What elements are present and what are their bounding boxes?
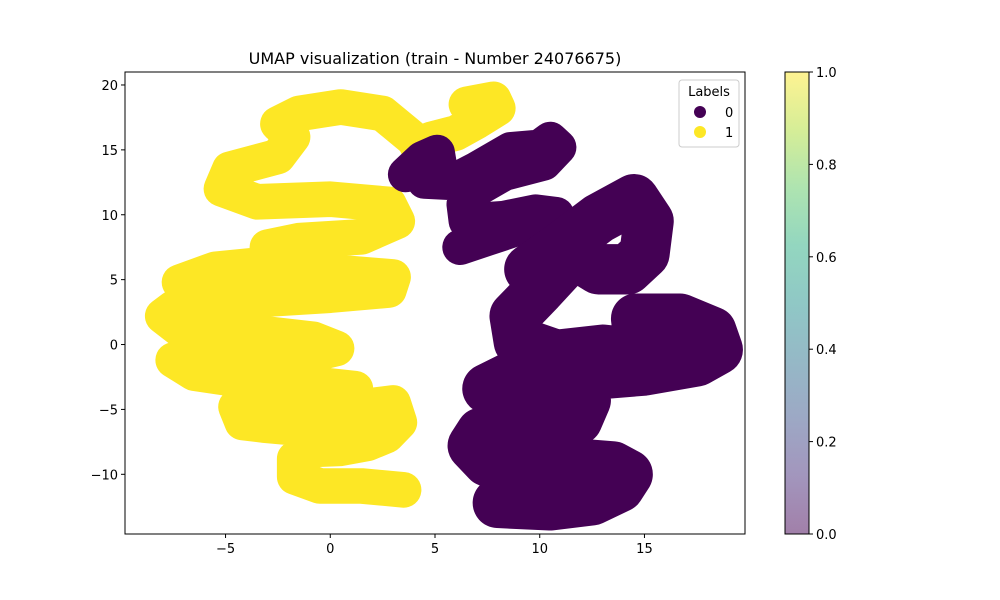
- legend-title: Labels: [688, 85, 730, 100]
- y-tick-label: 5: [110, 274, 118, 289]
- series-0-cluster-1: [387, 121, 577, 265]
- y-tick-label: −5: [99, 403, 118, 418]
- colorbar-frame: [784, 71, 810, 535]
- y-tick-label: 0: [110, 339, 118, 354]
- y-tick-label: −10: [91, 468, 118, 483]
- chart-title: UMAP visualization (train - Number 24076…: [249, 49, 622, 68]
- x-tick-label: 0: [326, 542, 334, 557]
- y-tick-label: 15: [101, 144, 118, 159]
- colorbar-tick-label: 0.6: [816, 251, 837, 266]
- y-axis: −10 −5 0 5 10 15 20: [91, 79, 125, 483]
- colorbar-tick-label: 0.8: [816, 158, 837, 173]
- colorbar-tick-label: 1.0: [816, 66, 837, 81]
- legend-label-0: 0: [725, 106, 733, 121]
- x-axis: −5 0 5 10 15: [216, 534, 653, 557]
- y-tick-label: 10: [101, 209, 118, 224]
- legend-box: [678, 79, 740, 148]
- colorbar-axis: 0.0 0.2 0.4 0.6 0.8 1.0: [809, 66, 837, 543]
- x-tick-label: 5: [431, 542, 439, 557]
- series-layer: [144, 81, 743, 531]
- series-0-cluster-2: [447, 174, 743, 531]
- x-tick-label: 15: [636, 542, 653, 557]
- y-tick-label: 20: [101, 79, 118, 94]
- colorbar-tick-label: 0.4: [816, 343, 837, 358]
- legend: Labels 0 1: [678, 79, 740, 148]
- legend-label-1: 1: [725, 126, 733, 141]
- colorbar-tick-label: 0.0: [816, 528, 837, 543]
- x-tick-label: 10: [531, 542, 548, 557]
- legend-marker-0: [694, 106, 706, 118]
- legend-marker-1: [694, 126, 706, 138]
- series-1-cluster-0: [144, 81, 516, 508]
- colorbar: 0.0 0.2 0.4 0.6 0.8 1.0: [784, 66, 837, 543]
- colorbar-tick-label: 0.2: [816, 436, 837, 451]
- colorbar-gradient: [785, 72, 809, 534]
- x-tick-label: −5: [216, 542, 235, 557]
